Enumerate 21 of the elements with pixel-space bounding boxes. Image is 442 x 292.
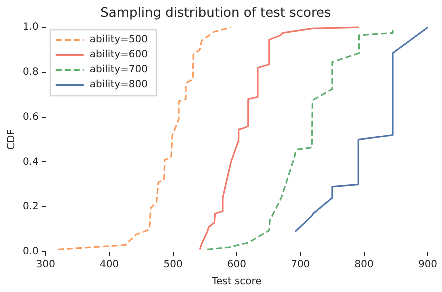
x-tick-label: 600 xyxy=(227,260,246,271)
y-tick-label: 0.2 xyxy=(22,202,39,213)
x-tick-label: 400 xyxy=(100,260,120,271)
y-tick-label: 1.0 xyxy=(22,22,39,34)
x-tick-label: 700 xyxy=(291,260,310,271)
legend-label: ability=800 xyxy=(90,80,148,91)
y-tick-label: 0.6 xyxy=(22,112,39,123)
chart-title: Sampling distribution of test scores xyxy=(100,6,332,22)
legend-label: ability=500 xyxy=(90,34,148,46)
y-tick-label: 0.0 xyxy=(22,246,39,258)
x-axis-title: Test score xyxy=(211,276,262,288)
legend-label: ability=700 xyxy=(90,64,148,76)
y-axis-title: CDF xyxy=(6,129,18,150)
x-tick-label: 800 xyxy=(354,260,374,271)
y-tick-label: 0.4 xyxy=(22,156,39,168)
y-tick-label: 0.8 xyxy=(22,67,39,78)
x-tick-label: 900 xyxy=(418,260,438,271)
line-series xyxy=(57,26,232,251)
x-tick-label: 500 xyxy=(164,260,183,271)
x-tick-label: 300 xyxy=(36,260,56,271)
legend-label: ability=600 xyxy=(90,50,148,61)
